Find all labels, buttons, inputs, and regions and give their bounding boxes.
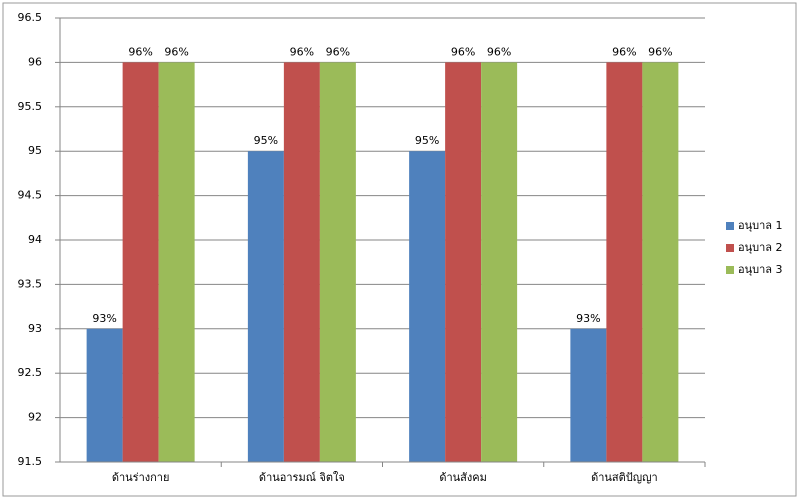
bar	[319, 62, 356, 463]
bar	[642, 62, 679, 463]
bar	[445, 62, 482, 463]
legend-label: อนุบาล 1	[738, 219, 783, 232]
bar	[570, 328, 607, 462]
data-label: 95%	[254, 134, 278, 147]
bar	[247, 151, 284, 462]
legend-swatch	[726, 244, 734, 252]
legend-label: อนุบาล 2	[738, 241, 783, 254]
bar	[158, 62, 195, 463]
y-tick-label: 94	[28, 233, 42, 246]
x-tick-label: ด้านอารมณ์ จิตใจ	[259, 471, 345, 484]
data-label: 93%	[92, 312, 116, 325]
y-tick-label: 95	[28, 144, 42, 157]
bar	[86, 328, 123, 462]
bar	[481, 62, 518, 463]
data-label: 96%	[487, 45, 511, 58]
y-tick-label: 93	[28, 322, 42, 335]
bar	[122, 62, 159, 463]
data-label: 93%	[576, 312, 600, 325]
x-tick-label: ด้านสติปัญญา	[591, 471, 658, 484]
y-tick-label: 96.5	[18, 11, 43, 24]
data-label: 95%	[415, 134, 439, 147]
y-tick-label: 93.5	[18, 277, 43, 290]
data-label: 96%	[648, 45, 672, 58]
y-tick-label: 96	[28, 55, 42, 68]
bar	[409, 151, 446, 462]
legend-swatch	[726, 222, 734, 230]
y-tick-label: 92	[28, 411, 42, 424]
y-tick-label: 92.5	[18, 366, 43, 379]
y-tick-label: 94.5	[18, 189, 43, 202]
y-tick-label: 95.5	[18, 100, 43, 113]
x-tick-label: ด้านร่างกาย	[112, 471, 170, 484]
legend-label: อนุบาล 3	[738, 263, 783, 276]
bar	[283, 62, 320, 463]
data-label: 96%	[128, 45, 152, 58]
y-tick-label: 91.5	[18, 455, 43, 468]
data-label: 96%	[290, 45, 314, 58]
legend-swatch	[726, 266, 734, 274]
data-label: 96%	[451, 45, 475, 58]
bar	[606, 62, 643, 463]
data-label: 96%	[326, 45, 350, 58]
x-tick-label: ด้านสังคม	[439, 471, 487, 484]
data-label: 96%	[164, 45, 188, 58]
data-label: 96%	[612, 45, 636, 58]
